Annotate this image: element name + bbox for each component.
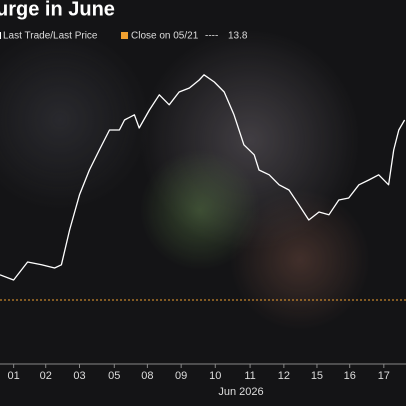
legend-swatch xyxy=(0,32,1,39)
legend-swatch xyxy=(121,32,128,39)
x-tick-label: 03 xyxy=(73,370,85,382)
x-tick-label: 01 xyxy=(8,370,20,382)
x-tick-label: 08 xyxy=(141,370,153,382)
x-tick-label: 15 xyxy=(311,370,323,382)
x-tick-label: 05 xyxy=(108,370,120,382)
x-axis-label: Jun 2026 xyxy=(218,386,263,398)
x-tick-label: 10 xyxy=(209,370,221,382)
legend-dash: ---- xyxy=(205,31,218,42)
x-tick-label: 11 xyxy=(244,370,255,382)
legend-value: 13.8 xyxy=(228,31,248,42)
price-line xyxy=(0,74,406,281)
x-tick-label: 12 xyxy=(278,370,290,382)
x-tick-label: 09 xyxy=(175,370,187,382)
chart-title: urge in June xyxy=(0,0,115,20)
x-tick-label: 16 xyxy=(344,370,356,382)
legend-label: Last Trade/Last Price xyxy=(3,31,98,42)
x-tick-label: 17 xyxy=(378,370,390,382)
x-tick-label: 02 xyxy=(40,370,52,382)
legend-label: Close on 05/21 xyxy=(131,31,199,42)
